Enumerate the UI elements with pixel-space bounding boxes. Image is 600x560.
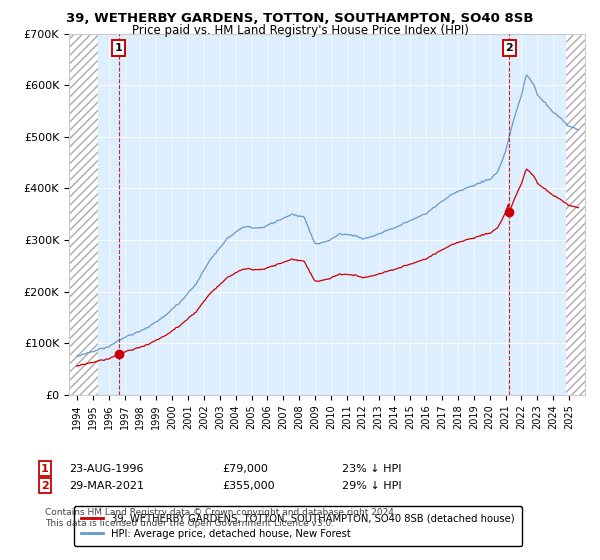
Text: 2: 2: [41, 480, 49, 491]
Text: 23% ↓ HPI: 23% ↓ HPI: [342, 464, 401, 474]
Text: 1: 1: [41, 464, 49, 474]
Text: Contains HM Land Registry data © Crown copyright and database right 2024.
This d: Contains HM Land Registry data © Crown c…: [45, 508, 397, 528]
Text: 23-AUG-1996: 23-AUG-1996: [69, 464, 143, 474]
Text: 29-MAR-2021: 29-MAR-2021: [69, 480, 144, 491]
Text: 2: 2: [506, 43, 514, 53]
Bar: [69, 34, 98, 395]
Legend: 39, WETHERBY GARDENS, TOTTON, SOUTHAMPTON, SO40 8SB (detached house), HPI: Avera: 39, WETHERBY GARDENS, TOTTON, SOUTHAMPTO…: [74, 506, 521, 546]
Text: £355,000: £355,000: [222, 480, 275, 491]
Text: 29% ↓ HPI: 29% ↓ HPI: [342, 480, 401, 491]
Text: £79,000: £79,000: [222, 464, 268, 474]
Text: Price paid vs. HM Land Registry's House Price Index (HPI): Price paid vs. HM Land Registry's House …: [131, 24, 469, 37]
Text: 39, WETHERBY GARDENS, TOTTON, SOUTHAMPTON, SO40 8SB: 39, WETHERBY GARDENS, TOTTON, SOUTHAMPTO…: [66, 12, 534, 25]
Bar: [566, 34, 585, 395]
Text: 1: 1: [115, 43, 122, 53]
